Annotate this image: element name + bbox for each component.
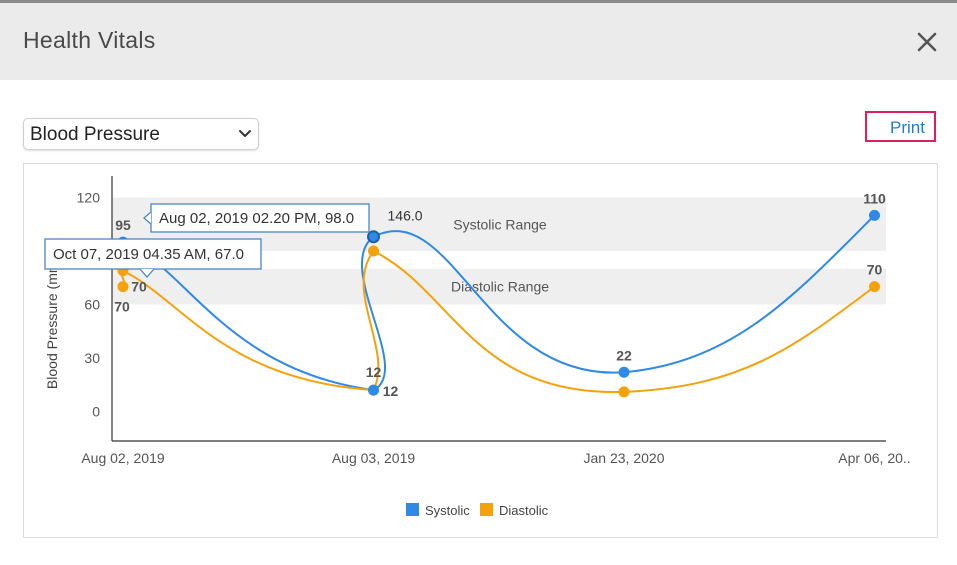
close-icon[interactable]	[910, 25, 944, 59]
tooltip-diastolic-text: Oct 07, 2019 04.35 AM, 67.0	[53, 246, 244, 263]
chevron-down-icon	[239, 130, 251, 137]
systolic-data-label: 22	[616, 347, 632, 363]
diastolic-data-label: 70	[867, 262, 883, 278]
tooltip-systolic: Aug 02, 2019 02.20 PM, 98.0	[143, 203, 370, 233]
systolic-data-label: 95	[115, 217, 131, 233]
diastolic-point[interactable]	[117, 281, 129, 293]
tooltip-systolic-pointer	[143, 211, 152, 225]
tooltip-systolic-box	[150, 203, 370, 233]
y-tick-label: 120	[77, 190, 101, 206]
systolic-data-label: 12	[366, 364, 382, 380]
diastolic-data-label: 70	[131, 279, 147, 295]
x-tick-label: Apr 06, 20..	[838, 450, 910, 466]
systolic-data-label: 110	[863, 190, 886, 206]
legend-diastolic-swatch	[480, 503, 493, 516]
diastolic-range-label: Diastolic Range	[451, 279, 549, 295]
y-tick-label: 0	[92, 404, 100, 420]
systolic-point[interactable]	[618, 366, 630, 378]
legend-diastolic-label: Diastolic	[499, 503, 549, 518]
systolic-data-label: 146.0	[388, 208, 423, 224]
tooltip-diastolic-pointer	[139, 268, 155, 278]
diastolic-range-band	[112, 268, 886, 305]
systolic-line	[122, 214, 876, 392]
y-tick-label: 30	[84, 350, 100, 366]
y-axis-label: Blood Pressure (mmHg)	[44, 239, 60, 389]
systolic-point[interactable]	[869, 209, 880, 221]
modal-title: Health Vitals	[23, 27, 156, 53]
legend-systolic-swatch	[406, 503, 419, 516]
modal-header: Health Vitals	[0, 3, 957, 80]
tooltip-diastolic: Oct 07, 2019 04.35 AM, 67.0	[44, 238, 262, 278]
systolic-point[interactable]	[367, 230, 380, 244]
diastolic-point[interactable]	[618, 386, 630, 398]
tooltip-systolic-text: Aug 02, 2019 02.20 PM, 98.0	[159, 210, 354, 227]
tooltip-diastolic-box	[44, 238, 262, 270]
systolic-point[interactable]	[368, 384, 379, 396]
diastolic-point[interactable]	[869, 281, 880, 293]
vital-type-selected: Blood Pressure	[30, 124, 160, 145]
systolic-range-label: Systolic Range	[453, 216, 547, 232]
x-tick-label: Aug 02, 2019	[81, 450, 165, 466]
vital-type-select[interactable]: Blood Pressure	[23, 118, 259, 150]
top-border	[0, 0, 957, 3]
x-tick-label: Jan 23, 2020	[584, 450, 665, 466]
print-button[interactable]: Print	[865, 111, 936, 142]
diastolic-point[interactable]	[368, 245, 379, 257]
diastolic-data-label: 12	[383, 383, 399, 399]
legend-systolic-label: Systolic	[425, 503, 470, 518]
diastolic-data-label: 70	[114, 299, 130, 315]
print-label: Print	[890, 118, 925, 137]
diastolic-line	[120, 249, 876, 393]
x-tick-label: Aug 03, 2019	[332, 450, 416, 466]
y-tick-label: 60	[84, 297, 100, 313]
